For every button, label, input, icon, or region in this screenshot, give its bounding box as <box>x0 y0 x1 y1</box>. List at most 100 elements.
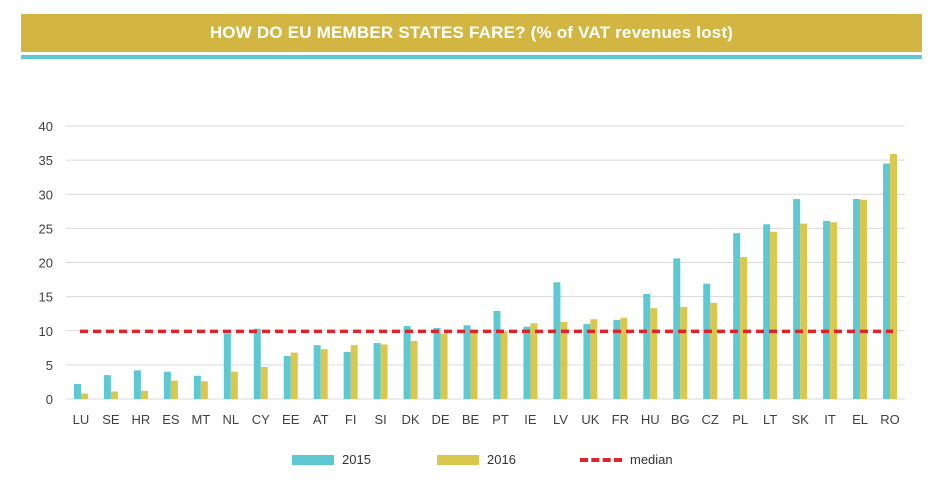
y-axis-ticks: 0 5 10 15 20 25 30 35 40 <box>39 119 53 407</box>
x-tick-label: SE <box>102 412 120 427</box>
bar-2015-at <box>313 345 321 399</box>
bar-2016-hr <box>140 390 148 399</box>
bar-2015-lv <box>553 282 561 399</box>
bar-2015-uk <box>583 323 591 399</box>
bar-2016-pt <box>500 331 508 399</box>
bar-2015-el <box>853 199 861 399</box>
bar-2016-pl <box>740 257 748 399</box>
legend-item-2015: 2015 <box>292 452 371 467</box>
x-tick-label: IE <box>524 412 537 427</box>
bar-2016-hu <box>650 308 658 399</box>
bar-2015-nl <box>223 333 231 399</box>
legend-label-2015: 2015 <box>342 452 371 467</box>
bar-2015-de <box>433 328 441 399</box>
legend-label-median: median <box>630 452 673 467</box>
x-tick-label: LT <box>763 412 777 427</box>
bar-2015-it <box>823 220 831 399</box>
x-tick-label: BE <box>462 412 480 427</box>
x-tick-label: MT <box>191 412 210 427</box>
y-tick-label: 35 <box>39 153 53 168</box>
bar-2016-fi <box>350 345 358 399</box>
x-tick-label: LU <box>73 412 90 427</box>
bars <box>73 153 898 399</box>
legend-label-2016: 2016 <box>487 452 516 467</box>
x-tick-label: PL <box>732 412 748 427</box>
bar-2016-cy <box>260 366 268 399</box>
x-tick-label: AT <box>313 412 329 427</box>
gridlines <box>66 125 905 400</box>
bar-2015-ro <box>883 163 891 399</box>
x-tick-label: CY <box>252 412 270 427</box>
chart-title: HOW DO EU MEMBER STATES FARE? (% of VAT … <box>21 14 922 52</box>
x-tick-label: CZ <box>702 412 719 427</box>
legend-swatch-median <box>580 457 622 462</box>
bar-2016-nl <box>230 371 238 399</box>
bar-2016-fr <box>620 317 628 399</box>
x-tick-label: DE <box>432 412 450 427</box>
x-axis-ticks: LU SE HR ES MT NL CY EE AT FI SI DK DE BE PT IE LV UK FR HU… <box>73 412 900 427</box>
x-tick-label: EL <box>852 412 868 427</box>
x-tick-label: HU <box>641 412 660 427</box>
bar-2016-be <box>470 331 478 399</box>
x-tick-label: ES <box>162 412 180 427</box>
y-tick-label: 0 <box>46 392 53 407</box>
bar-2015-sk <box>793 199 801 399</box>
x-tick-label: RO <box>880 412 900 427</box>
y-tick-label: 30 <box>39 187 53 202</box>
bar-2016-bg <box>680 306 688 399</box>
x-tick-label: NL <box>222 412 239 427</box>
bar-2015-es <box>163 371 171 399</box>
y-tick-label: 20 <box>39 256 53 271</box>
x-tick-label: BG <box>671 412 690 427</box>
bar-2016-ie <box>530 323 538 399</box>
bar-2016-ro <box>890 153 898 399</box>
bar-2015-mt <box>193 375 201 399</box>
bar-2016-at <box>320 349 328 399</box>
bar-2016-se <box>110 391 118 399</box>
bar-2015-hr <box>133 370 141 399</box>
y-tick-label: 40 <box>39 119 53 134</box>
bar-2015-be <box>463 325 471 399</box>
bar-2015-ee <box>283 356 291 399</box>
bar-2015-lt <box>763 224 771 399</box>
bar-2016-si <box>380 344 388 399</box>
bar-2015-pt <box>493 310 501 399</box>
bar-2016-lv <box>560 321 568 399</box>
legend-swatch-2015 <box>292 454 334 465</box>
bar-2016-lu <box>80 393 88 399</box>
bar-2016-mt <box>200 381 208 399</box>
bar-2015-cy <box>253 328 261 399</box>
bar-2016-el <box>860 199 868 399</box>
x-tick-label: PT <box>492 412 509 427</box>
x-tick-label: FI <box>345 412 357 427</box>
bar-2016-sk <box>800 223 808 399</box>
y-tick-label: 5 <box>46 358 53 373</box>
bar-2015-dk <box>403 325 411 399</box>
bar-2015-hu <box>643 293 651 399</box>
bar-2016-cz <box>710 302 718 399</box>
x-tick-label: DK <box>402 412 420 427</box>
y-tick-label: 15 <box>39 290 53 305</box>
x-tick-label: EE <box>282 412 300 427</box>
bar-chart: 0 5 10 15 20 25 30 35 40 LU SE HR ES MT NL CY EE AT FI SI D… <box>39 119 905 427</box>
bar-2016-dk <box>410 340 418 399</box>
y-tick-label: 25 <box>39 221 53 236</box>
x-tick-label: SK <box>791 412 809 427</box>
bar-2016-lt <box>770 231 778 399</box>
x-tick-label: FR <box>612 412 629 427</box>
x-tick-label: IT <box>824 412 836 427</box>
bar-2015-se <box>103 375 111 399</box>
bar-2015-lu <box>73 383 81 399</box>
bar-2016-de <box>440 333 448 399</box>
bar-2015-fi <box>343 351 351 399</box>
bar-2016-it <box>830 222 838 399</box>
legend: 2015 2016 median <box>0 452 941 472</box>
legend-item-2016: 2016 <box>437 452 516 467</box>
legend-swatch-2016 <box>437 454 479 465</box>
bar-2015-fr <box>613 319 621 399</box>
title-underline <box>21 55 922 59</box>
bar-2015-cz <box>703 283 711 399</box>
x-tick-label: UK <box>581 412 599 427</box>
bar-2016-uk <box>590 319 598 399</box>
y-tick-label: 10 <box>39 324 53 339</box>
